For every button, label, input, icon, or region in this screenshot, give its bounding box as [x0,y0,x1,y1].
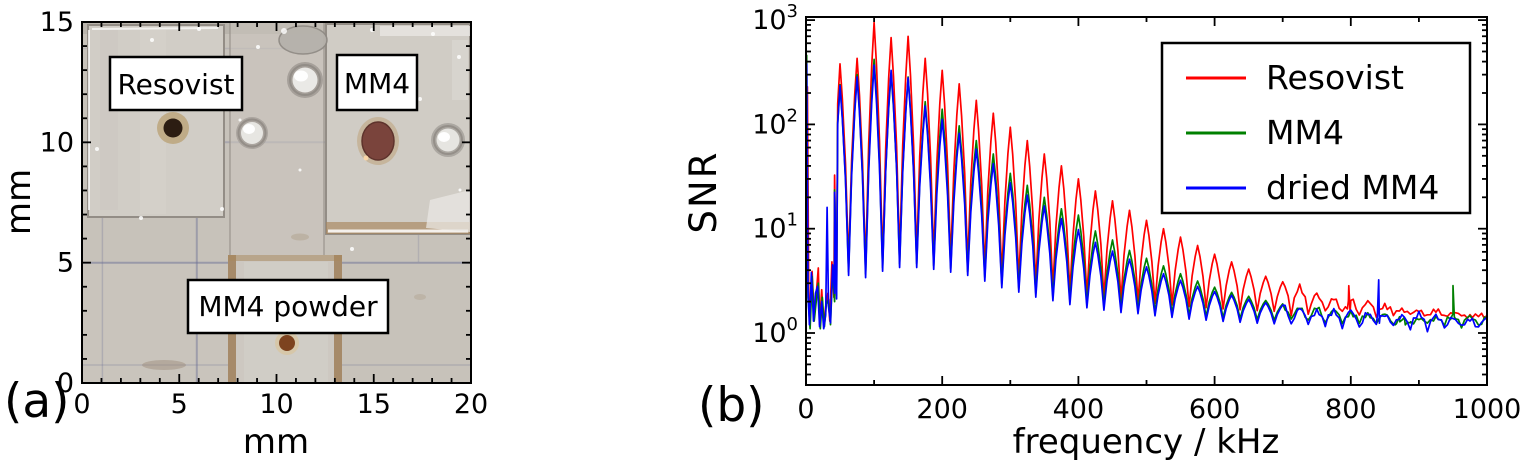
y-tick-label: 100 [752,314,798,349]
sample-dot-mm4 [357,117,399,165]
x-tick-label: 10 [259,389,293,420]
sample-dot-resovist [157,112,189,144]
panel-b-label: (b) [698,378,765,433]
glue-blob [278,25,328,55]
panel-a: Resovist MM4 MM4 powder 0 5 10 15 20 0 5 10 15 (… [0,7,488,462]
panel-b: 0 200 400 600 800 1000 100 101 102 103 Resovist MM… [682,1,1521,462]
y-tick-label: 15 [40,7,74,38]
x-tick-label: 0 [73,389,90,420]
x-tick-label: 0 [797,394,814,425]
spectrum-curves [806,21,1487,333]
well-right [431,123,465,157]
series-path-dried-mm4 [806,63,1487,333]
x-tick-label: 200 [916,394,968,425]
panel-b-x-axis-label: frequency / kHz [1013,422,1280,462]
annotation-mm4-powder: MM4 powder [186,278,390,335]
plastic-block-upper-left [87,24,225,218]
panel-a-y-axis-label: mm [0,169,39,235]
photo-smudges [142,233,426,370]
annotation-mm4: MM4 [335,53,419,112]
x-tick-label: 800 [1325,394,1377,425]
annotation-resovist-label: Resovist [117,68,234,101]
x-tick-label: 1000 [1453,394,1522,425]
legend-entry-label: dried MM4 [1266,168,1439,207]
x-tick-label: 5 [171,389,188,420]
panel-b-axes: 0 200 400 600 800 1000 100 101 102 103 [752,1,1521,425]
panel-a-x-axis-label: mm [243,422,309,462]
legend-box [1160,41,1472,215]
legend-entry-label: MM4 [1266,113,1344,152]
annotation-mm4-powder-label: MM4 powder [198,290,378,323]
legend-entry-label: Resovist [1266,58,1404,97]
panel-b-y-axis-label: SNR [682,151,725,234]
x-tick-label: 20 [454,389,488,420]
y-tick-label: 101 [752,210,798,245]
sample-photo: Resovist MM4 MM4 powder [82,22,471,383]
y-tick-label: 0 [57,368,74,399]
well-left [236,117,268,149]
y-tick-label: 5 [57,248,74,279]
panel-a-axes: 0 5 10 15 20 0 5 10 15 [40,7,489,420]
annotation-resovist: Resovist [108,55,244,112]
y-tick-label: 102 [752,105,798,140]
sample-dot-mm4-powder [275,331,299,355]
annotation-mm4-label: MM4 [344,67,410,100]
legend: Resovist MM4 dried MM4 [1160,41,1472,215]
well-top [278,25,328,98]
x-tick-label: 400 [1053,394,1105,425]
x-tick-label: 600 [1189,394,1241,425]
y-tick-label: 10 [40,127,74,158]
panel-a-label: (a) [4,374,69,429]
series-path-resovist [806,21,1487,326]
x-tick-label: 15 [357,389,391,420]
y-tick-label: 103 [752,1,798,36]
